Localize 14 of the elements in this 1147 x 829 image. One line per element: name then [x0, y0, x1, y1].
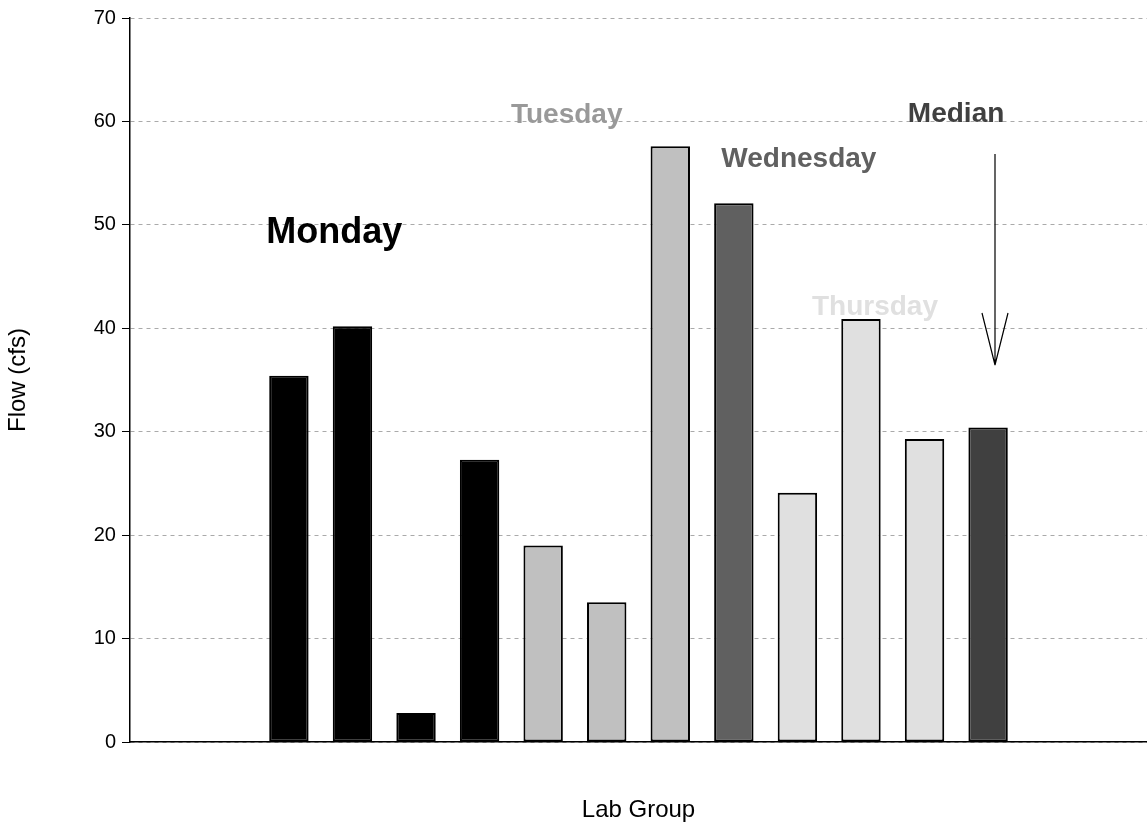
- series-label: Wednesday: [721, 141, 877, 173]
- text: Monday: [266, 210, 403, 252]
- y-tick-label: 40: [93, 315, 116, 338]
- y-tick-label: 50: [93, 212, 116, 235]
- x-axis-title: Lab Group: [581, 795, 696, 823]
- y-tick-label: 0: [104, 729, 116, 752]
- text: Median: [907, 97, 1005, 129]
- y-tick-label: 70: [93, 5, 116, 28]
- y-tick-label: 20: [93, 522, 116, 545]
- series-label: Tuesday: [510, 97, 623, 129]
- y-tick-label: 60: [93, 108, 116, 131]
- y-tick-label: 10: [93, 626, 116, 649]
- y-tick-label: 30: [93, 419, 116, 442]
- y-axis-title: Flow (cfs): [3, 328, 31, 432]
